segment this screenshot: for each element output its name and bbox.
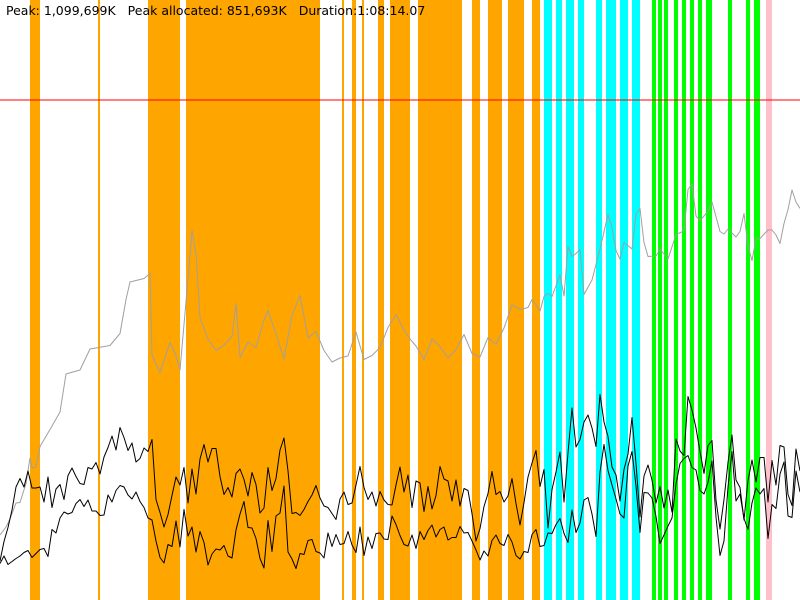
- concurrent-gc-band: [706, 0, 712, 600]
- full-gc-band: [566, 0, 574, 600]
- full-gc-band: [556, 0, 562, 600]
- concurrent-gc-band: [690, 0, 694, 600]
- young-gc-band: [378, 0, 384, 600]
- full-gc-band: [632, 0, 640, 600]
- full-gc-band: [544, 0, 552, 600]
- young-gc-band: [186, 0, 320, 600]
- concurrent-gc-band: [728, 0, 732, 600]
- full-gc-band: [596, 0, 602, 600]
- young-gc-band: [362, 0, 364, 600]
- full-gc-band: [578, 0, 584, 600]
- other-gc-band: [766, 0, 772, 600]
- peak-stat: Peak: 1,099,699K: [6, 3, 116, 18]
- memory-series: [0, 183, 800, 569]
- young-gc-band: [148, 0, 180, 600]
- full-gc-band: [620, 0, 628, 600]
- concurrent-gc-band: [664, 0, 668, 600]
- peak-allocated-stat: Peak allocated: 851,693K: [127, 3, 287, 18]
- used-lower-line: [0, 444, 800, 569]
- young-gc-band: [352, 0, 356, 600]
- young-gc-band: [98, 0, 100, 600]
- young-gc-band: [472, 0, 480, 600]
- header-stats: Peak: 1,099,699K Peak allocated: 851,693…: [6, 3, 433, 18]
- concurrent-gc-band: [652, 0, 656, 600]
- concurrent-gc-band: [698, 0, 702, 600]
- young-gc-band: [342, 0, 344, 600]
- concurrent-gc-band: [682, 0, 686, 600]
- young-gc-band: [532, 0, 540, 600]
- used-upper-line: [0, 394, 800, 562]
- concurrent-gc-band: [674, 0, 678, 600]
- young-gc-band: [390, 0, 410, 600]
- young-gc-band: [488, 0, 502, 600]
- concurrent-gc-band: [754, 0, 760, 600]
- concurrent-gc-band: [746, 0, 750, 600]
- full-gc-band: [606, 0, 616, 600]
- concurrent-gc-band: [658, 0, 662, 600]
- duration-stat: Duration:1:08:14.07: [298, 3, 426, 18]
- heap-size-line: [0, 183, 800, 536]
- young-gc-band: [30, 0, 40, 600]
- young-gc-band: [508, 0, 524, 600]
- gc-bands: [30, 0, 772, 600]
